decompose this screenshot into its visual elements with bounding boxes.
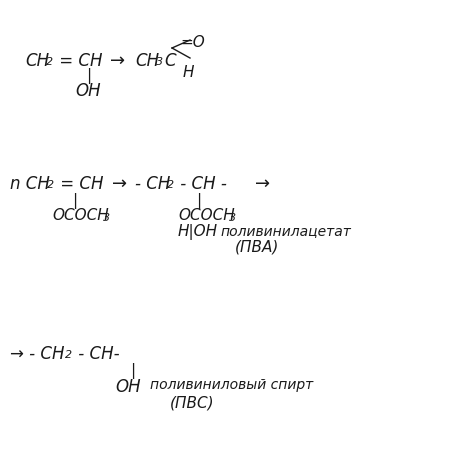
Text: = CH: = CH: [55, 175, 103, 193]
Text: n CH: n CH: [10, 175, 50, 193]
Text: - CH-: - CH-: [73, 345, 119, 363]
Text: 2: 2: [47, 180, 54, 190]
Text: → - CH: → - CH: [10, 345, 64, 363]
Text: 3: 3: [103, 213, 110, 223]
Text: CH: CH: [25, 52, 49, 70]
Text: =O: =O: [180, 35, 205, 50]
Text: |: |: [196, 193, 201, 209]
Text: 3: 3: [229, 213, 236, 223]
Text: H: H: [183, 65, 194, 80]
Text: OCOCH: OCOCH: [52, 208, 109, 223]
Text: OCOCH: OCOCH: [178, 208, 235, 223]
Text: H|OH: H|OH: [178, 224, 218, 240]
Text: 2: 2: [167, 180, 174, 190]
Text: 2: 2: [46, 57, 53, 67]
Text: (ПВА): (ПВА): [235, 240, 279, 255]
Text: поливиниловый спирт: поливиниловый спирт: [150, 378, 313, 392]
Text: |: |: [86, 68, 91, 84]
Text: C: C: [164, 52, 176, 70]
Text: →: →: [110, 52, 125, 70]
Text: 3: 3: [156, 57, 163, 67]
Text: →: →: [112, 175, 127, 193]
Text: →: →: [255, 175, 270, 193]
Text: = CH: = CH: [54, 52, 102, 70]
Text: |: |: [72, 193, 77, 209]
Text: поливинилацетат: поливинилацетат: [220, 224, 351, 238]
Text: 2: 2: [65, 350, 72, 360]
Text: OH: OH: [115, 378, 141, 396]
Text: OH: OH: [75, 82, 100, 100]
Text: - CH -: - CH -: [175, 175, 227, 193]
Text: - CH: - CH: [135, 175, 170, 193]
Text: |: |: [130, 363, 135, 379]
Text: CH: CH: [135, 52, 159, 70]
Text: (ПВС): (ПВС): [170, 396, 215, 411]
